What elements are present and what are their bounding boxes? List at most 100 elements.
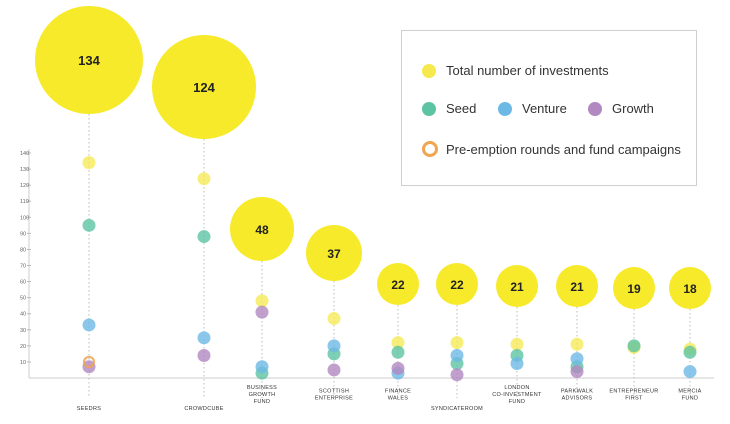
category-label-line: LONDON: [504, 385, 529, 391]
venture-point: [510, 357, 524, 371]
y-tick-label: 110: [20, 199, 29, 205]
total-bubble: [306, 225, 362, 281]
y-tick-label: 120: [20, 183, 29, 189]
legend-seed-swatch: [422, 101, 436, 116]
category-label: SYNDICATEROOM: [431, 406, 483, 412]
total-point: [510, 337, 524, 351]
legend-item-growth: Growth: [588, 101, 654, 116]
category-label-line: BUSINESS: [247, 385, 277, 391]
category-label-line: ENTREPRENEUR: [609, 389, 658, 395]
y-tick-label: 20: [20, 344, 26, 350]
total-bubble-label: 124: [193, 80, 215, 95]
category-label-line: FINANCE: [385, 389, 411, 395]
y-tick-label: 10: [20, 360, 26, 366]
legend-preemption-swatch: [422, 141, 438, 157]
venture-point: [683, 365, 697, 379]
y-tick-label: 100: [20, 215, 29, 221]
category-label-line: ADVISORS: [562, 396, 593, 402]
category-label-line: CO-INVESTMENT: [492, 392, 542, 398]
legend-venture-label: Venture: [522, 101, 567, 116]
seed-point: [627, 339, 641, 353]
category-label: LONDON CO-INVESTMENT FUND: [492, 385, 542, 405]
category-label-line: SEEDRS: [77, 406, 101, 412]
growth-point: [391, 361, 405, 375]
category-label: SCOTTISH ENTERPRISE: [315, 389, 353, 402]
category-label: MERCIA FUND: [678, 389, 701, 402]
growth-point: [450, 368, 464, 382]
category-label-line: FUND: [509, 399, 525, 405]
growth-point: [570, 365, 584, 379]
y-tick-label: 80: [20, 247, 26, 253]
legend-item-seed: Seed: [422, 101, 476, 116]
total-bubble: [556, 265, 598, 307]
total-bubble-label: 21: [510, 280, 524, 294]
category-label: SEEDRS: [77, 406, 101, 412]
total-bubble: [152, 35, 256, 139]
total-bubble: [436, 263, 478, 305]
category-label-line: PARKWALK: [561, 389, 593, 395]
total-point: [197, 172, 211, 186]
total-bubble-label: 134: [78, 53, 100, 68]
total-point: [82, 156, 96, 170]
category-label-line: SCOTTISH: [319, 389, 349, 395]
category-label-line: WALES: [388, 396, 409, 402]
preemption-point: [82, 355, 96, 369]
category-label-line: ENTERPRISE: [315, 396, 353, 402]
total-point: [450, 336, 464, 350]
category-label: BUSINESS GROWTH FUND: [247, 385, 277, 405]
category-label: FINANCE WALES: [385, 389, 411, 402]
legend-item-venture: Venture: [498, 101, 567, 116]
y-tick-label: 50: [20, 296, 26, 302]
legend-total-label: Total number of investments: [446, 63, 609, 78]
category-label-line: MERCIA: [678, 389, 701, 395]
growth-point: [255, 305, 269, 319]
total-bubble-label: 48: [255, 223, 269, 237]
venture-point: [327, 339, 341, 353]
seed-point: [197, 230, 211, 244]
y-tick-label: 90: [20, 231, 26, 237]
total-bubble-label: 37: [327, 247, 341, 261]
y-tick-label: 70: [20, 264, 26, 270]
total-point: [255, 294, 269, 308]
seed-point: [82, 218, 96, 232]
total-bubble: [613, 267, 655, 309]
category-label-line: CROWDCUBE: [184, 406, 223, 412]
legend-preemption-label: Pre-emption rounds and fund campaigns: [446, 141, 681, 157]
growth-point: [197, 349, 211, 362]
legend-item-preemption: Pre-emption rounds and fund campaigns: [422, 141, 681, 157]
venture-point: [450, 349, 464, 362]
category-label: PARKWALK ADVISORS: [561, 389, 593, 402]
venture-point: [82, 318, 96, 332]
total-bubble: [230, 197, 294, 261]
total-bubble-label: 22: [391, 278, 405, 292]
venture-point: [255, 360, 269, 374]
y-tick-label: 60: [20, 280, 26, 286]
legend: Total number of investments Seed Venture…: [401, 30, 697, 186]
seed-point: [683, 345, 697, 359]
category-label-line: FIRST: [625, 396, 643, 402]
growth-point: [327, 363, 341, 377]
total-bubble: [669, 267, 711, 309]
seed-point: [391, 345, 405, 359]
y-tick-label: 30: [20, 328, 26, 334]
y-tick-label: 130: [20, 167, 29, 173]
total-bubble-label: 18: [683, 282, 697, 296]
y-tick-label: 140: [20, 151, 29, 157]
total-point: [391, 336, 405, 350]
legend-total-swatch: [422, 63, 436, 78]
venture-point: [197, 331, 211, 345]
legend-venture-swatch: [498, 101, 512, 116]
category-label: CROWDCUBE: [184, 406, 223, 412]
venture-point: [570, 352, 584, 366]
legend-item-total: Total number of investments: [422, 63, 609, 78]
total-bubble: [35, 6, 143, 114]
category-label-line: FUND: [682, 396, 698, 402]
legend-seed-label: Seed: [446, 101, 477, 116]
total-bubble-label: 22: [450, 278, 464, 292]
total-bubble: [377, 263, 419, 305]
legend-growth-label: Growth: [612, 101, 654, 116]
category-label: ENTREPRENEUR FIRST: [609, 389, 658, 402]
total-point: [570, 337, 584, 351]
total-point: [327, 312, 341, 326]
